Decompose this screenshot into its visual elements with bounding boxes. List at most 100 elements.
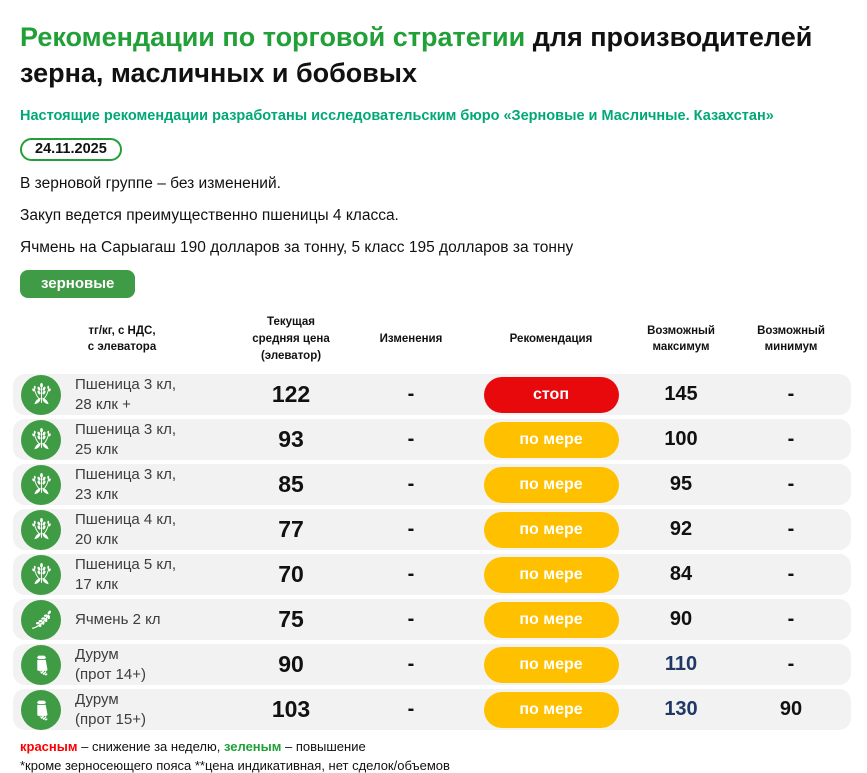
possible-min: - bbox=[787, 608, 795, 631]
legend-red-text: – снижение за неделю, bbox=[77, 739, 224, 755]
commodity-name-line1: Ячмень 2 кл bbox=[75, 611, 161, 629]
change-value: - bbox=[407, 473, 415, 496]
table-row: Пшеница 4 кл, 20 клк 77 - по мере 92 - bbox=[13, 509, 851, 551]
possible-max: 90 bbox=[669, 608, 693, 631]
possible-max: 95 bbox=[669, 473, 693, 496]
note-line: Ячмень на Сарыагаш 190 долларов за тонну… bbox=[20, 239, 574, 257]
recommendation-badge: по мере bbox=[483, 691, 619, 728]
recommendation-badge: по мере bbox=[483, 556, 619, 593]
commodity-name: Пшеница 5 кл, 17 клк bbox=[63, 555, 231, 594]
change-value: - bbox=[407, 653, 415, 676]
sack-icon bbox=[21, 689, 61, 730]
table-row: Пшеница 3 кл, 25 клк 93 - по мере 100 - bbox=[13, 419, 851, 461]
table-row: Пшеница 3 кл, 23 клк 85 - по мере 95 - bbox=[13, 464, 851, 506]
col-header-price: Текущая средняя цена (элеватор) bbox=[252, 316, 330, 362]
current-price: 75 bbox=[278, 606, 304, 633]
subtitle: Настоящие рекомендации разработаны иссле… bbox=[20, 108, 774, 125]
commodity-name-line2: (прот 14+) bbox=[75, 665, 146, 683]
current-price: 70 bbox=[278, 561, 304, 588]
change-value: - bbox=[407, 518, 415, 541]
footnote: *кроме зерносеющего пояса **цена индикат… bbox=[20, 758, 450, 773]
wheat-icon bbox=[21, 419, 61, 460]
current-price: 90 bbox=[278, 651, 304, 678]
possible-min: - bbox=[787, 383, 795, 406]
possible-min: - bbox=[787, 563, 795, 586]
commodity-name: Дурум (прот 15+) bbox=[63, 690, 231, 729]
table-row: Дурум (прот 14+) 90 - по мере 110 - bbox=[13, 644, 851, 686]
recommendation-badge: по мере bbox=[483, 601, 619, 638]
wheat-icon bbox=[21, 464, 61, 505]
change-value: - bbox=[407, 428, 415, 451]
legend-green-text: – повышение bbox=[281, 739, 366, 755]
note-line: Закуп ведется преимущественно пшеницы 4 … bbox=[20, 207, 399, 225]
recommendation-badge: по мере bbox=[483, 421, 619, 458]
recommendation-badge: по мере bbox=[483, 466, 619, 503]
recommendation-badge: по мере bbox=[483, 646, 619, 683]
commodity-name-line1: Пшеница 4 кл, bbox=[75, 511, 177, 529]
commodity-name-line1: Дурум bbox=[75, 646, 119, 664]
commodity-name-line2: (прот 15+) bbox=[75, 710, 146, 728]
commodity-name-line1: Пшеница 3 кл, bbox=[75, 376, 177, 394]
sack-icon bbox=[21, 644, 61, 685]
current-price: 85 bbox=[278, 471, 304, 498]
possible-max: 92 bbox=[669, 518, 693, 541]
possible-min: - bbox=[787, 653, 795, 676]
category-badge: зерновые bbox=[20, 270, 136, 299]
possible-min: - bbox=[787, 518, 795, 541]
possible-max: 130 bbox=[664, 698, 698, 721]
legend-red-label: красным bbox=[20, 739, 78, 755]
possible-min: - bbox=[787, 473, 795, 496]
commodity-name: Пшеница 3 кл, 28 клк + bbox=[63, 375, 231, 414]
table-header-row: тг/кг, с НДС, с элеватора Текущая средня… bbox=[13, 302, 851, 374]
wheat-icon bbox=[21, 374, 61, 415]
possible-max: 145 bbox=[664, 383, 698, 406]
commodity-name: Пшеница 4 кл, 20 клк bbox=[63, 510, 231, 549]
possible-max: 110 bbox=[664, 653, 698, 676]
commodity-name-line1: Дурум bbox=[75, 691, 119, 709]
commodity-name: Ячмень 2 кл bbox=[63, 610, 231, 630]
commodity-name-line1: Пшеница 3 кл, bbox=[75, 466, 177, 484]
col-header-change: Изменения bbox=[379, 332, 443, 345]
col-header-max: Возможный максимум bbox=[647, 324, 715, 354]
commodity-name-line2: 17 клк bbox=[75, 575, 118, 593]
current-price: 93 bbox=[278, 426, 304, 453]
barley-icon bbox=[21, 599, 61, 640]
table-row: Ячмень 2 кл 75 - по мере 90 - bbox=[13, 599, 851, 641]
current-price: 122 bbox=[271, 381, 311, 408]
commodity-name-line1: Пшеница 3 кл, bbox=[75, 421, 177, 439]
possible-min: - bbox=[787, 428, 795, 451]
change-value: - bbox=[407, 383, 415, 406]
commodity-name-line2: 25 клк bbox=[75, 440, 118, 458]
col-header-unit: тг/кг, с НДС, с элеватора bbox=[87, 324, 157, 354]
commodity-name-line2: 20 клк bbox=[75, 530, 118, 548]
date-badge: 24.11.2025 bbox=[20, 138, 122, 162]
table-row: Дурум (прот 15+) 103 - по мере 130 90 bbox=[13, 689, 851, 731]
recommendations-table: тг/кг, с НДС, с элеватора Текущая средня… bbox=[13, 302, 851, 731]
note-line: В зерновой группе – без изменений. bbox=[20, 175, 281, 193]
commodity-name-line2: 23 клк bbox=[75, 485, 118, 503]
color-legend: красным – снижение за неделю, зеленым – … bbox=[20, 739, 847, 754]
current-price: 103 bbox=[271, 696, 311, 723]
commodity-name: Пшеница 3 кл, 23 клк bbox=[63, 465, 231, 504]
title-rest: для производителей зерна, масличных и бо… bbox=[20, 22, 813, 88]
commodity-name: Дурум (прот 14+) bbox=[63, 645, 231, 684]
legend-green-label: зеленым bbox=[223, 739, 282, 755]
recommendation-badge: стоп bbox=[483, 376, 619, 413]
change-value: - bbox=[407, 608, 415, 631]
commodity-name-line2: 28 клк + bbox=[75, 395, 131, 413]
col-header-min: Возможный минимум bbox=[757, 324, 825, 354]
title-highlight: Рекомендации по торговой стратегии bbox=[20, 22, 526, 52]
wheat-icon bbox=[21, 554, 61, 595]
possible-min: 90 bbox=[779, 698, 803, 721]
current-price: 77 bbox=[278, 516, 304, 543]
table-row: Пшеница 3 кл, 28 клк + 122 - стоп 145 - bbox=[13, 374, 851, 416]
recommendation-badge: по мере bbox=[483, 511, 619, 548]
change-value: - bbox=[407, 563, 415, 586]
page-title: Рекомендации по торговой стратегии для п… bbox=[20, 20, 832, 91]
possible-max: 100 bbox=[664, 428, 698, 451]
possible-max: 84 bbox=[669, 563, 693, 586]
table-row: Пшеница 5 кл, 17 клк 70 - по мере 84 - bbox=[13, 554, 851, 596]
commodity-name: Пшеница 3 кл, 25 клк bbox=[63, 420, 231, 459]
col-header-recommendation: Рекомендация bbox=[509, 332, 593, 345]
